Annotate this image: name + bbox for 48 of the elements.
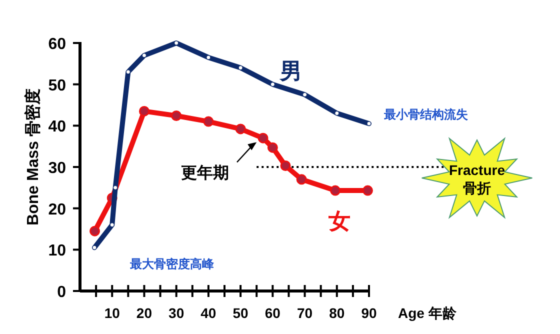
y-tick-label: 10 (48, 242, 66, 260)
series-label: 男 (278, 58, 302, 84)
point (366, 121, 372, 126)
point (206, 55, 211, 60)
point (302, 92, 308, 97)
point (258, 132, 268, 144)
point (362, 185, 373, 196)
point (92, 245, 97, 250)
x-tick-label: 80 (329, 305, 345, 321)
point (174, 40, 179, 46)
text: Fracture (448, 162, 506, 178)
point (110, 222, 114, 228)
series-label: 女 (327, 208, 350, 234)
y-tick-label: 50 (48, 77, 66, 94)
point (235, 124, 246, 134)
annotation: 最大骨密度高峰 (129, 257, 215, 271)
y-tick-label: 0 (57, 284, 66, 301)
x-tick-label: 40 (200, 305, 216, 321)
y-axis-title: Bone Mass 骨密度 (23, 88, 42, 226)
point (142, 53, 146, 58)
point (270, 82, 275, 87)
text: 骨折 (463, 180, 491, 196)
y-tick-label: 20 (48, 201, 66, 218)
annotation: 更年期 (181, 164, 229, 182)
point (267, 142, 278, 153)
x-tick-label: 50 (232, 305, 249, 321)
x-tick-label: 90 (361, 305, 377, 321)
y-tick-label: 40 (48, 118, 66, 136)
point (171, 110, 182, 121)
x-tick-label: 20 (136, 305, 152, 321)
point (280, 160, 291, 172)
point (90, 226, 100, 236)
point (330, 185, 341, 196)
y-tick-label: 60 (48, 36, 66, 53)
x-tick-label: 30 (168, 305, 184, 321)
x-axis-title: Age 年龄 (398, 305, 458, 321)
point (126, 70, 130, 74)
x-tick-label: 10 (104, 305, 120, 321)
point (203, 116, 214, 127)
text: 最小骨结构流失 (383, 108, 469, 122)
point (113, 185, 118, 190)
y-tick-label: 30 (48, 160, 66, 177)
point (296, 174, 307, 185)
x-tick-label: 60 (264, 305, 281, 321)
point (238, 66, 243, 70)
point (334, 111, 340, 116)
point (138, 106, 150, 116)
x-tick-label: 70 (296, 305, 313, 321)
